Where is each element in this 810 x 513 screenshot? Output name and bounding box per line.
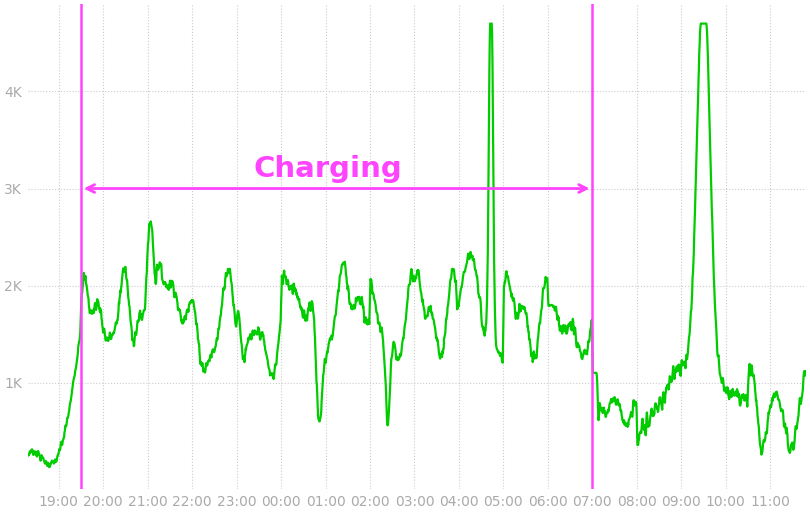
Text: Charging: Charging [254, 155, 402, 183]
